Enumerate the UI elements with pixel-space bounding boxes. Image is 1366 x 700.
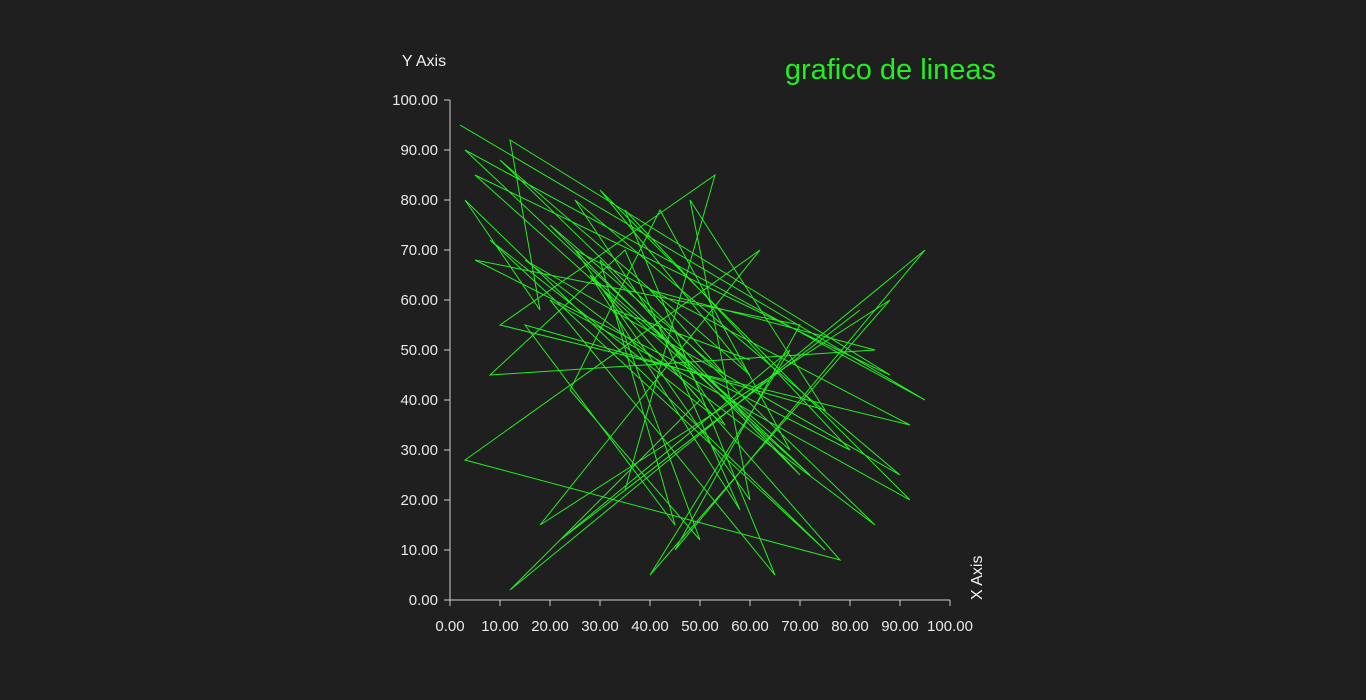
x-tick-label: 40.00 (631, 618, 669, 635)
y-tick-label: 20.00 (400, 492, 438, 509)
y-tick-label: 50.00 (400, 342, 438, 359)
x-tick-label: 30.00 (581, 618, 619, 635)
x-tick-label: 90.00 (881, 618, 919, 635)
y-tick-label: 0.00 (409, 592, 438, 609)
series-layer (459, 124, 926, 591)
y-tick-label: 80.00 (400, 192, 438, 209)
y-tick-label: 60.00 (400, 292, 438, 309)
x-tick-label: 60.00 (731, 618, 769, 635)
y-tick-label: 30.00 (400, 442, 438, 459)
x-tick-label: 10.00 (481, 618, 519, 635)
y-tick-label: 40.00 (400, 392, 438, 409)
x-tick-label: 80.00 (831, 618, 869, 635)
y-tick-label: 70.00 (400, 242, 438, 259)
x-tick-label: 70.00 (781, 618, 819, 635)
x-tick-label: 100.00 (927, 618, 973, 635)
x-tick-label: 0.00 (435, 618, 464, 635)
y-tick-label: 100.00 (392, 92, 438, 109)
x-tick-label: 50.00 (681, 618, 719, 635)
y-tick-label: 10.00 (400, 542, 438, 559)
chart-title: grafico de lineas (785, 54, 996, 86)
y-tick-label: 90.00 (400, 142, 438, 159)
data-series-line (459, 124, 926, 591)
y-axis-title: Y Axis (402, 53, 446, 70)
chart-axes: 0.00 10.00 20.00 30.00 40.00 50.00 60.00 70.00 8… (392, 92, 973, 635)
x-tick-label: 20.00 (531, 618, 569, 635)
x-axis-title: X Axis (969, 556, 986, 600)
